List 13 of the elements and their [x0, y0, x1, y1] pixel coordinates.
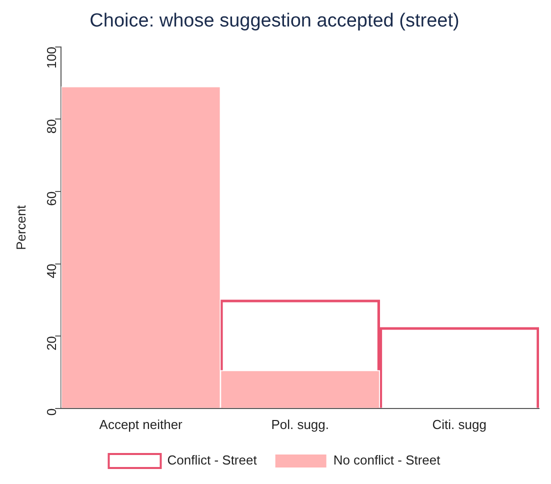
legend-label: No conflict - Street	[333, 452, 441, 468]
x-tick-label: Citi. sugg	[432, 416, 486, 432]
y-tick-label: 20	[44, 336, 59, 351]
legend-label: Conflict - Street	[167, 452, 258, 468]
y-tick-label: 60	[44, 191, 59, 206]
x-tick-label: Pol. sugg.	[271, 416, 330, 432]
y-tick-label: 0	[44, 408, 59, 416]
y-tick-label: 40	[44, 264, 59, 278]
x-tick-label: Accept neither	[99, 416, 184, 432]
y-tick-label: 100	[44, 46, 59, 69]
y-axis-title: Percent	[13, 204, 28, 250]
chart-title: Choice: whose suggestion accepted (street)	[90, 10, 460, 32]
y-tick-label: 80	[44, 119, 59, 134]
